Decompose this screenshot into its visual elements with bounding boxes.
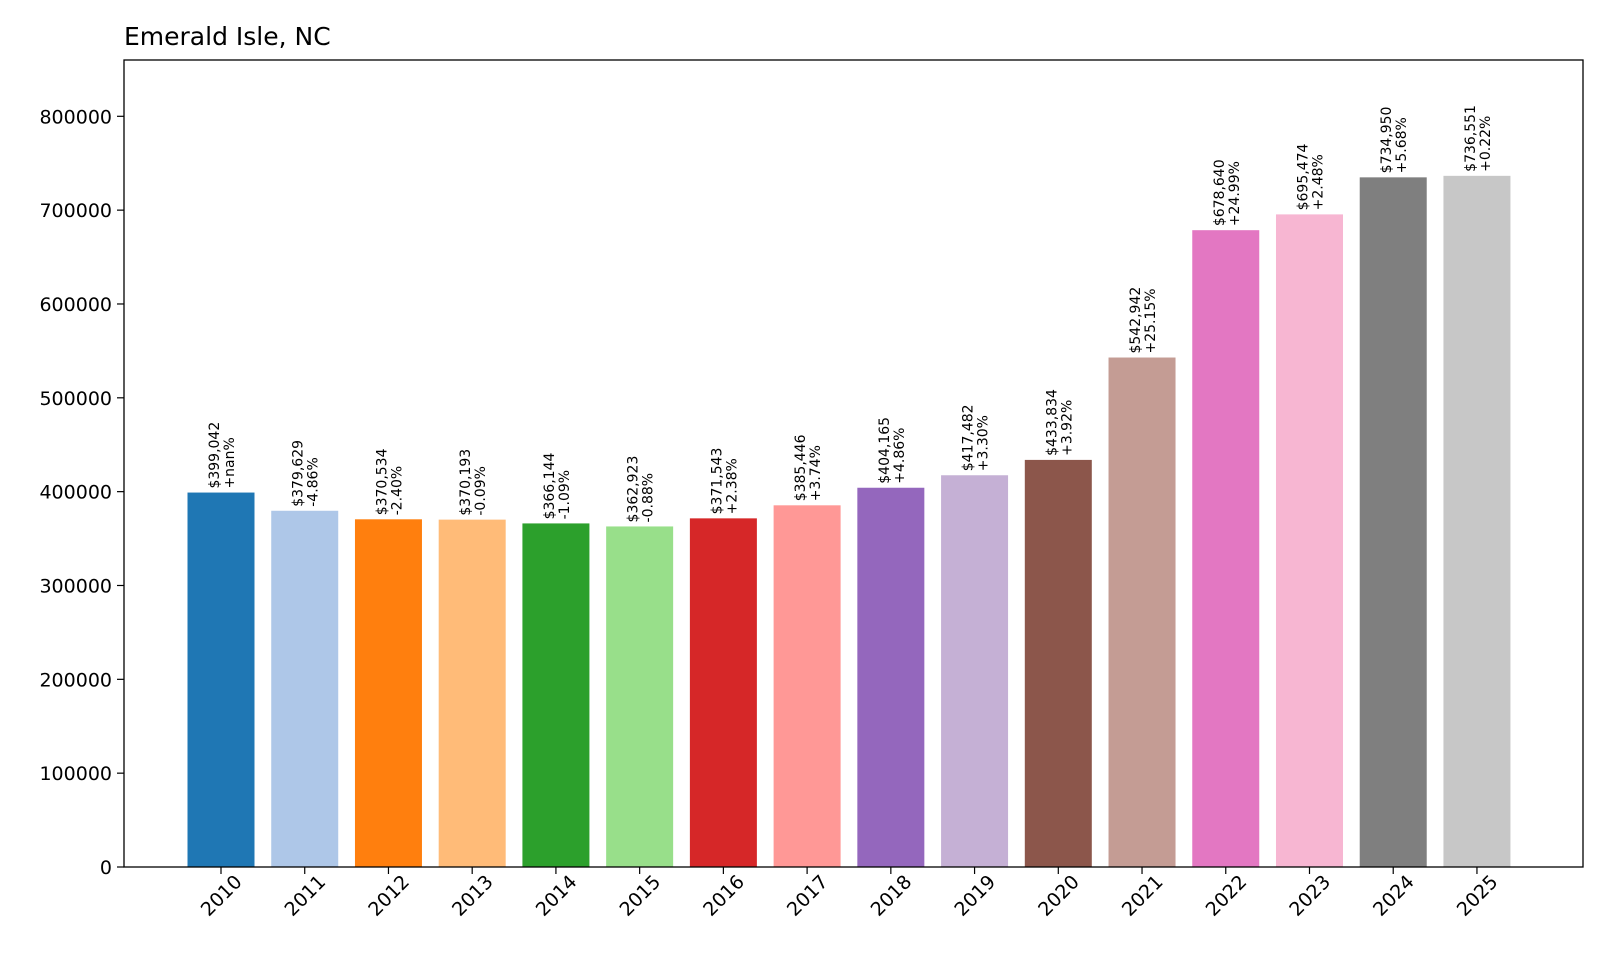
bar-2018 [857,487,925,867]
data-label-2022: $678,640 +24.99% [1212,159,1243,226]
y-tick-label: 200000 [39,669,112,691]
data-label-2024: $734,950 +5.68% [1379,107,1410,174]
bar-2015 [606,526,674,867]
value-label: $736,551 [1463,105,1479,172]
change-label: -0.88% [641,473,657,523]
value-label: $366,144 [542,453,558,520]
y-tick-label: 800000 [39,106,112,128]
bar-2012 [354,519,422,867]
plot-frame [123,59,1584,868]
change-label: +25.15% [1143,288,1159,353]
value-label: $399,042 [207,422,223,489]
change-label: +3.74% [808,445,824,501]
value-label: $433,834 [1044,389,1060,456]
x-tick-label: 2014 [532,871,582,921]
y-tick-label: 0 [100,857,112,879]
change-label: +3.92% [1059,400,1075,456]
bar-2020 [1024,459,1092,867]
bar-2016 [689,518,757,867]
x-tick-label: 2012 [364,871,414,921]
x-tick-label: 2022 [1202,871,1252,921]
x-tick-label: 2015 [615,871,665,921]
bar-2024 [1359,177,1427,867]
bar-2013 [438,519,506,867]
y-tick-label: 700000 [39,200,112,222]
bar-2021 [1108,357,1176,867]
y-tick-label: 400000 [39,482,112,504]
data-label-2019: $417,482 +3.30% [961,404,992,471]
value-label: $370,534 [374,448,390,515]
y-tick-label: 600000 [39,294,112,316]
change-label: +nan% [222,437,238,488]
value-label: $417,482 [961,404,977,471]
chart-title: Emerald Isle, NC [124,22,331,51]
data-label-2021: $542,942 +25.15% [1128,287,1159,354]
x-tick-label: 2016 [699,871,749,921]
change-label: +2.38% [724,458,740,514]
value-label: $404,165 [877,417,893,484]
bar-2011 [271,510,339,867]
data-label-2020: $433,834 +3.92% [1044,389,1075,456]
bar-2014 [522,523,590,867]
change-label: +4.86% [892,428,908,484]
change-label: +0.22% [1478,116,1494,172]
value-label: $385,446 [793,434,809,501]
change-label: -0.09% [473,466,489,516]
data-label-2025: $736,551 +0.22% [1463,105,1494,172]
value-label: $695,474 [1295,143,1311,210]
bar-2019 [941,475,1009,867]
bar-2022 [1192,230,1260,867]
value-label: $379,629 [291,440,307,507]
data-label-2018: $404,165 +4.86% [877,417,908,484]
bar-2017 [773,505,841,867]
x-tick-label: 2013 [448,871,498,921]
bars-layer [187,175,1511,868]
change-label: +3.30% [976,415,992,471]
bar-2023 [1275,214,1343,868]
x-tick-label: 2019 [950,871,1000,921]
data-label-2010: $399,042 +nan% [207,422,238,489]
x-tick-label: 2010 [197,871,247,921]
value-label: $678,640 [1212,159,1228,226]
data-label-2017: $385,446 +3.74% [793,434,824,501]
x-tick-label: 2021 [1118,871,1168,921]
data-label-2012: $370,534 -2.40% [374,448,405,515]
change-label: +2.48% [1310,154,1326,210]
y-tick-label: 300000 [39,575,112,597]
data-label-2016: $371,543 +2.38% [709,448,740,515]
data-label-2014: $366,144 -1.09% [542,453,573,520]
value-label: $362,923 [626,456,642,523]
x-tick-label: 2025 [1453,871,1503,921]
value-label: $542,942 [1128,287,1144,354]
x-tick-label: 2020 [1034,871,1084,921]
data-label-2023: $695,474 +2.48% [1295,143,1326,210]
data-label-2015: $362,923 -0.88% [626,456,657,523]
x-tick-label: 2024 [1369,871,1419,921]
data-labels-layer: $399,042 +nan% $379,629 -4.86% $370,534 -2.40… [207,105,1494,522]
x-tick-label: 2017 [783,871,833,921]
data-label-2013: $370,193 -0.09% [458,449,489,516]
x-tick-label: 2011 [281,871,331,921]
change-label: -2.40% [389,466,405,516]
bar-2010 [187,492,255,867]
y-axis: 0 100000 200000 300000 400000 500000 600000 700… [39,106,124,879]
x-axis: 2010 2011 2012 2013 2014 2015 2016 2017 2018 2019… [197,867,1503,921]
change-label: +24.99% [1227,161,1243,226]
change-label: -1.09% [557,470,573,520]
y-tick-label: 100000 [39,763,112,785]
value-label: $370,193 [458,449,474,516]
data-label-2011: $379,629 -4.86% [291,440,322,507]
value-label: $734,950 [1379,107,1395,174]
change-label: -4.86% [306,457,322,507]
value-label: $371,543 [709,448,725,515]
x-tick-label: 2023 [1285,871,1335,921]
bar-2025 [1443,175,1511,868]
x-tick-label: 2018 [867,871,917,921]
y-tick-label: 500000 [39,388,112,410]
change-label: +5.68% [1394,117,1410,173]
